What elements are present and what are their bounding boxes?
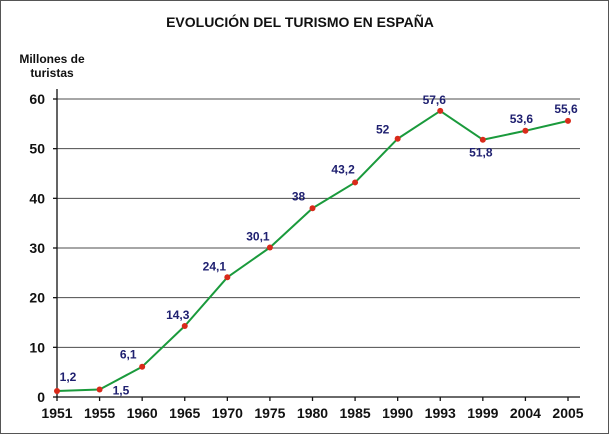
x-tick-label-1960: 1960 [127,405,158,421]
data-label-1975: 30,1 [246,230,270,244]
y-tick-label-40: 40 [29,190,45,206]
y-tick-label-0: 0 [37,389,45,405]
data-label-1999: 51,8 [469,146,493,160]
data-point-2005 [565,117,571,124]
x-tick-label-1951: 1951 [41,405,72,421]
y-tick-label-10: 10 [29,339,45,355]
data-label-2004: 53,6 [510,112,534,126]
x-tick-label-1970: 1970 [212,405,243,421]
x-tick-label-2004: 2004 [510,405,541,421]
data-markers [54,107,571,395]
x-tick-label-1990: 1990 [382,405,413,421]
data-point-1993 [437,107,444,114]
data-label-1990: 52 [376,123,390,137]
data-point-1960 [139,363,146,370]
data-point-1970 [224,274,231,281]
data-label-1970: 24,1 [203,259,227,273]
x-tick-label-1965: 1965 [169,405,200,421]
data-labels: 1,2 1,5 6,1 14,3 24,1 30,1 38 43,2 52 57,6 51,8 53,… [60,93,578,398]
data-point-1980 [309,205,316,212]
x-tick-labels: 1951 1955 1960 1965 1970 1975 1980 1985 1990 1993… [41,405,583,421]
axes [53,89,580,401]
chart-title: EVOLUCIÓN DEL TURISMO EN ESPAÑA [166,13,434,30]
y-tick-label-30: 30 [29,240,45,256]
data-label-1955: 1,5 [113,384,130,398]
x-tick-label-1985: 1985 [340,405,371,421]
data-label-1993: 57,6 [423,93,447,107]
x-tick-label-1999: 1999 [467,405,498,421]
x-tick-label-1975: 1975 [254,405,285,421]
data-point-1999 [479,136,486,143]
data-label-1965: 14,3 [166,308,190,322]
data-label-2005: 55,6 [554,102,578,116]
x-tick-label-1993: 1993 [425,405,456,421]
y-tick-label-20: 20 [29,290,45,306]
data-point-1975 [266,244,273,251]
data-point-1955 [96,386,103,393]
y-axis-label-line-2: turistas [30,66,74,80]
data-label-1980: 38 [292,189,306,203]
data-point-1965 [181,322,188,329]
data-label-1960: 6,1 [120,348,137,362]
x-tick-label-1980: 1980 [297,405,328,421]
y-axis-label-line-1: Millones de [19,52,85,66]
gridlines [57,98,580,348]
y-tick-label-60: 60 [29,91,45,107]
data-point-1990 [394,135,401,142]
data-point-1951 [54,388,60,395]
data-point-2004 [522,127,529,134]
y-tick-labels: 0 10 20 30 40 50 60 [29,91,45,405]
data-label-1985: 43,2 [331,162,355,176]
x-tick-label-1955: 1955 [84,405,115,421]
data-point-1985 [352,179,359,186]
data-label-1951: 1,2 [60,370,77,384]
x-tick-label-2005: 2005 [552,405,583,421]
y-tick-label-50: 50 [29,141,45,157]
